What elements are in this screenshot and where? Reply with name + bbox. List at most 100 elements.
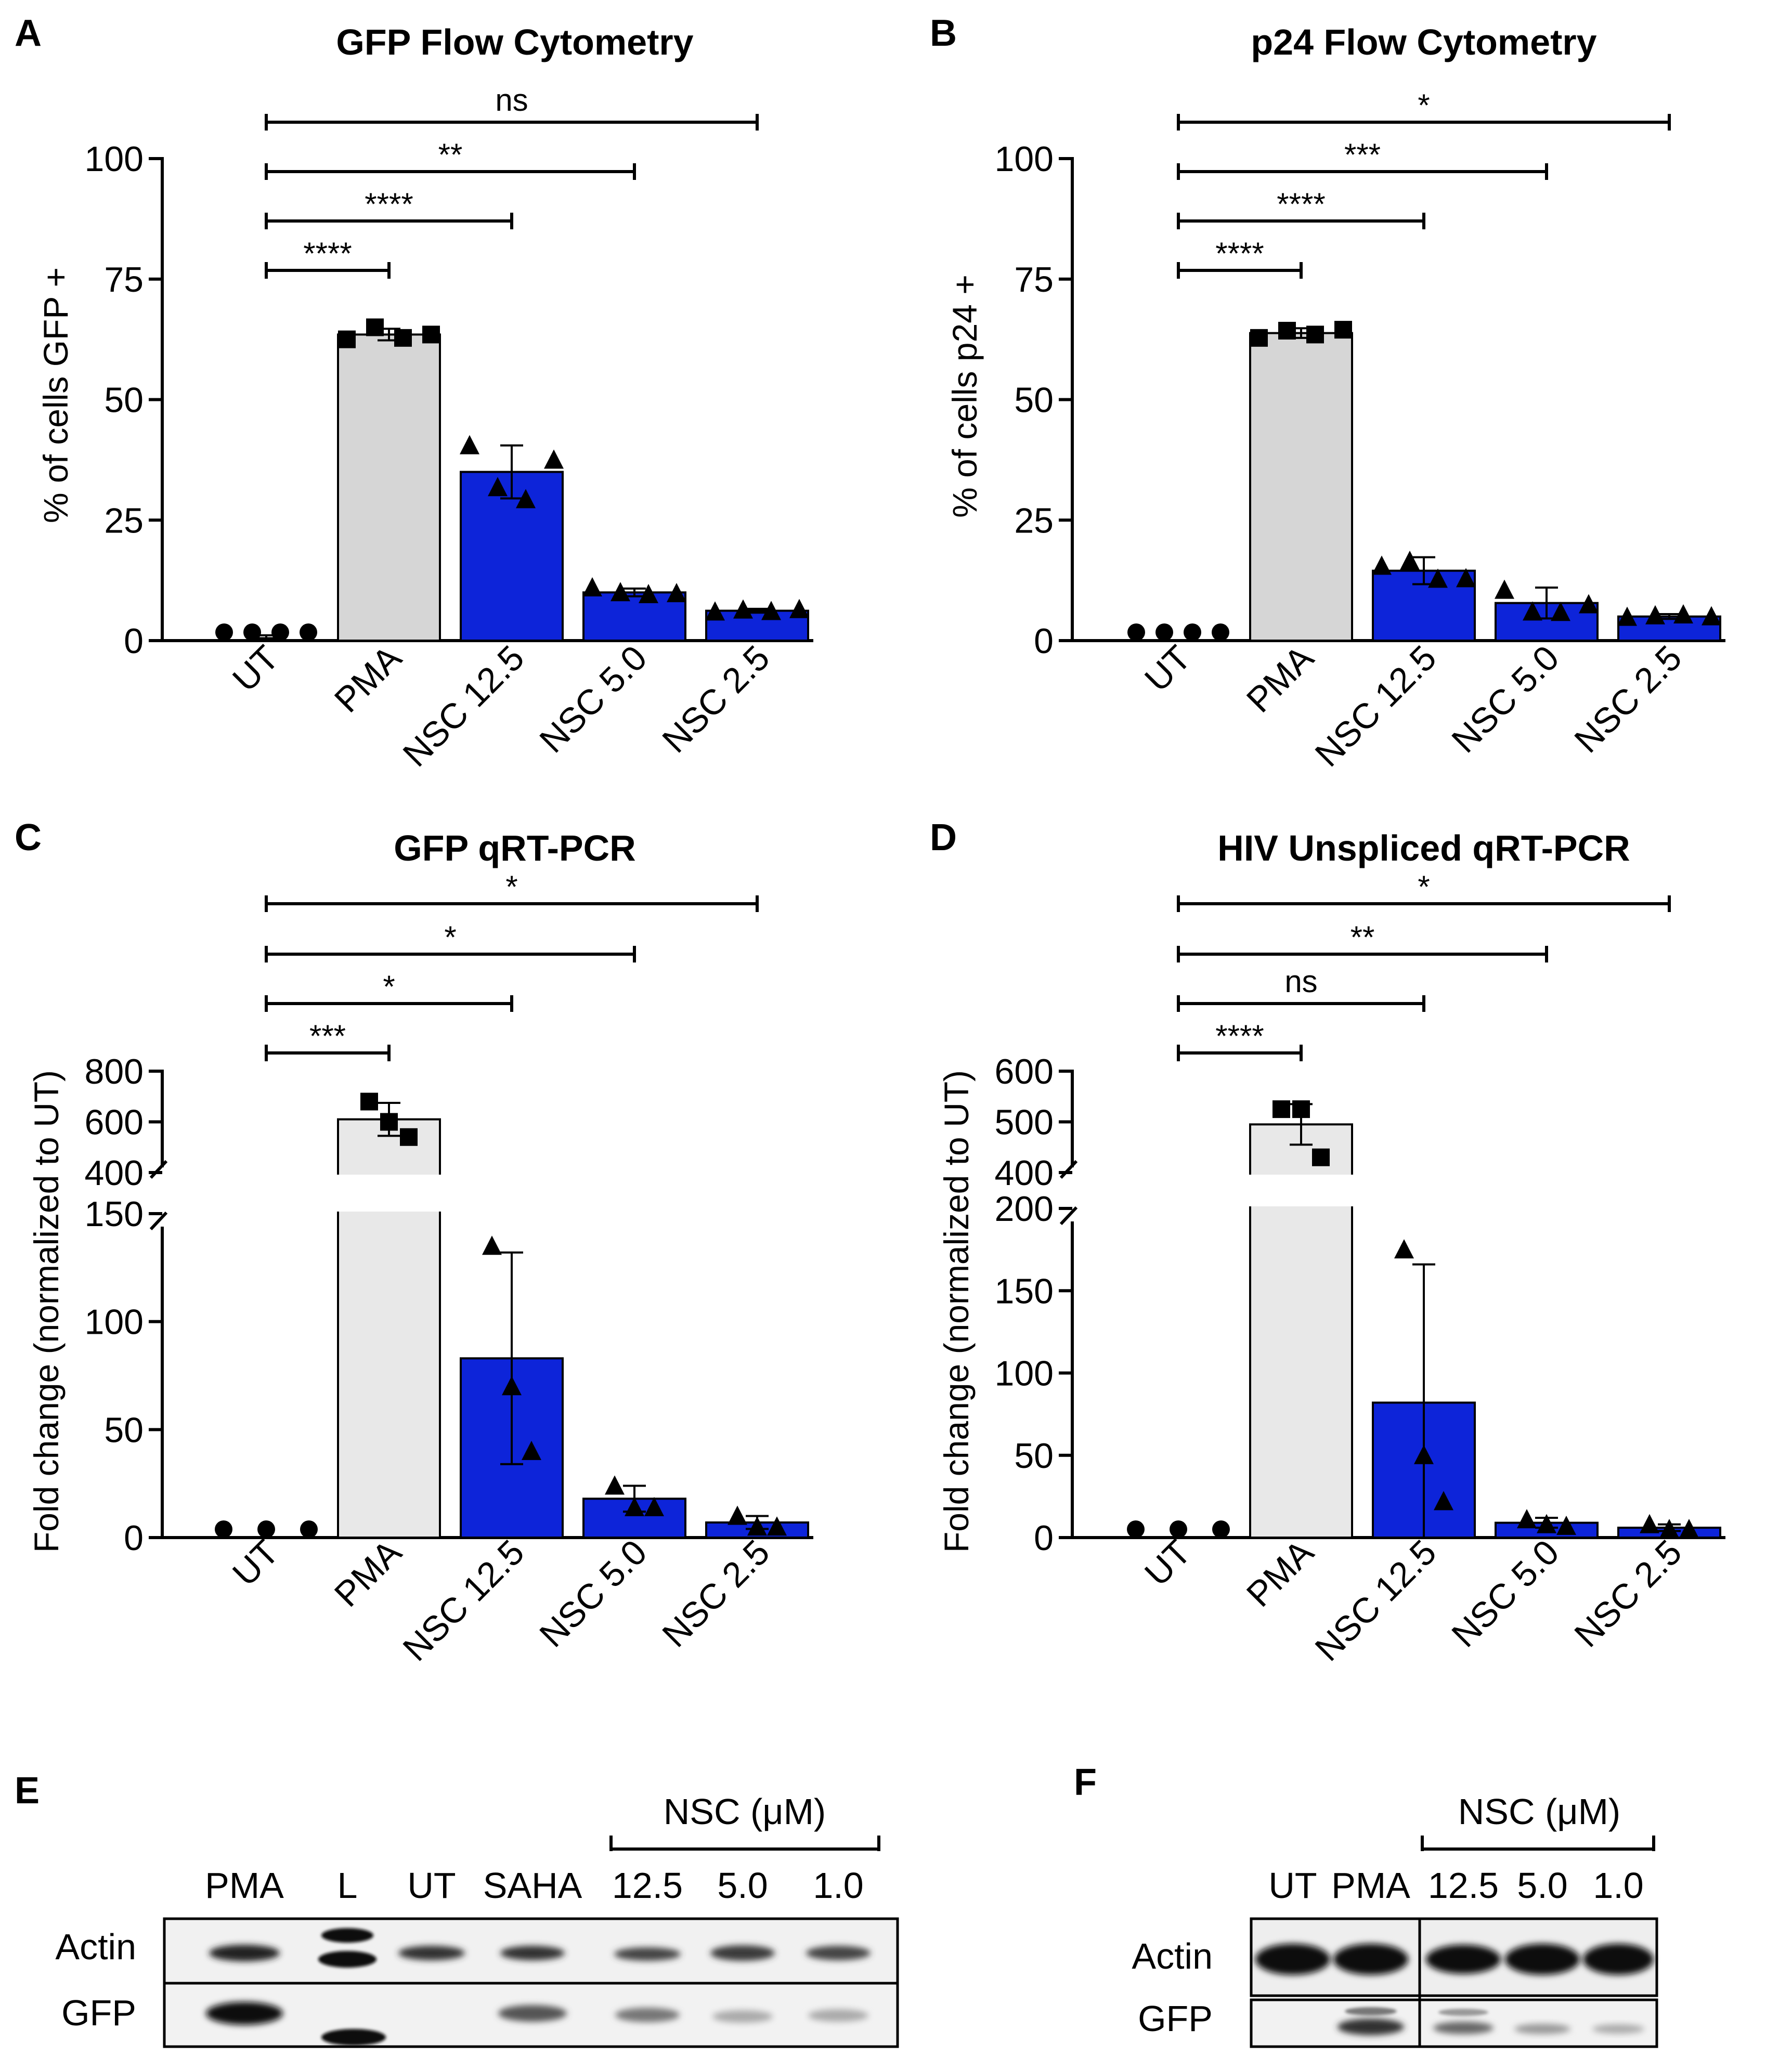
panel-a-sig-label-3: ** <box>438 137 463 172</box>
panel-d-bar-break-gap-pma <box>1248 1175 1354 1206</box>
panel-d-title: HIV Unspliced qRT-PCR <box>1217 828 1630 868</box>
panel-b-point-ut-4 <box>1212 623 1229 641</box>
panel-c-y-tick-label-50: 50 <box>104 1410 144 1450</box>
panel-c-point-nsc-2-5-2 <box>747 1516 767 1536</box>
panel-e-western-blot: E NSC (μM) PMA L UT SAHA 12.5 5.0 1.0 Actin GF… <box>15 1770 899 2048</box>
panel-a-category-label-ut: UT <box>225 638 287 699</box>
panel-a-point-nsc-2-5-2 <box>733 599 753 619</box>
panel-d-y-tick-label-500: 500 <box>995 1103 1054 1142</box>
panel-c-y-tick-label-800: 800 <box>85 1052 144 1091</box>
panel-d-axis-break-lower <box>1059 1206 1078 1226</box>
panel-f-row-gfp: GFP <box>1138 1998 1213 2039</box>
panel-a-y-tick-label-25: 25 <box>104 501 144 540</box>
panel-f-gfp-strip <box>1250 1998 1658 2048</box>
panel-c-sig-label-3: * <box>444 920 456 955</box>
panel-a-y-tick-label-75: 75 <box>104 260 144 300</box>
panel-c-y-tick-label-100: 100 <box>85 1303 144 1342</box>
panel-f-lane-1-0: 1.0 <box>1593 1865 1643 1906</box>
panel-c-bar-break-gap-pma <box>336 1175 442 1212</box>
band-f-gfp-12-5-upper <box>1438 2009 1488 2016</box>
panel-f-lane-labels: UT PMA 12.5 5.0 1.0 <box>1268 1865 1643 1906</box>
panel-b-y-tick-label-25: 25 <box>1014 501 1054 540</box>
panel-c-sig-label-1: *** <box>309 1019 346 1053</box>
panel-d-point-pma-2 <box>1292 1100 1310 1118</box>
panel-d-y-tick-label-150: 150 <box>995 1271 1054 1311</box>
panel-a-bar-nsc-12-5 <box>460 471 564 642</box>
panel-c-point-ut-2 <box>257 1520 275 1538</box>
panel-c-point-nsc-12-5-2 <box>502 1376 522 1396</box>
panel-c-category-label-nsc-2-5: NSC 2.5 <box>655 1532 777 1655</box>
panel-b-point-nsc-5-0-2 <box>1523 601 1542 621</box>
panel-c-y-tick-label-600: 600 <box>85 1103 144 1142</box>
panel-e-lane-l: L <box>337 1865 358 1906</box>
panel-d-category-label-nsc-5-0: NSC 5.0 <box>1444 1532 1566 1655</box>
panel-c-category-label-ut: UT <box>225 1532 287 1594</box>
panel-a-sig-label-2: **** <box>365 187 413 222</box>
panel-d-chart: D HIV Unspliced qRT-PCR Fold change (nor… <box>930 817 1725 1669</box>
panel-a-point-nsc-12-5-4 <box>544 449 564 469</box>
panel-c-y-tick-label-150: 150 <box>85 1194 144 1234</box>
panel-c-title: GFP qRT-PCR <box>394 828 635 868</box>
panel-e-row-actin: Actin <box>55 1927 136 1967</box>
band-e-actin-12-5 <box>614 1947 681 1961</box>
band-f-actin-5-0 <box>1505 1944 1580 1975</box>
panel-b-category-label-ut: UT <box>1137 638 1199 699</box>
panel-a-point-nsc-5-0-2 <box>611 582 630 602</box>
panel-c-point-nsc-12-5-3 <box>522 1440 541 1460</box>
panel-b-category-label-nsc-5-0: NSC 5.0 <box>1444 638 1566 760</box>
panel-e-lane-1-0: 1.0 <box>813 1865 863 1906</box>
panel-d-letter: D <box>930 817 957 858</box>
panel-b-title: p24 Flow Cytometry <box>1251 22 1596 62</box>
panel-e-lane-5-0: 5.0 <box>717 1865 768 1906</box>
panel-b-y-tick-label-0: 0 <box>1034 621 1054 661</box>
panel-c-category-label-pma: PMA <box>327 1532 409 1614</box>
panel-b-chart: B p24 Flow Cytometry % of cells p24 + 0 2… <box>930 12 1725 774</box>
panel-d-sig-label-3: ** <box>1351 920 1375 955</box>
band-e-gfp-1-0 <box>808 2009 868 2022</box>
panel-c-point-pma-2 <box>380 1113 398 1131</box>
panel-a-point-nsc-2-5-4 <box>789 598 809 618</box>
panel-b-point-pma-4 <box>1334 321 1352 339</box>
panel-a-point-ut-1 <box>215 623 233 641</box>
panel-a-sig-label-4: ns <box>495 83 528 118</box>
panel-b-point-pma-3 <box>1306 326 1324 344</box>
band-e-gfp-12-5 <box>615 2008 680 2022</box>
panel-d-category-label-ut: UT <box>1137 1532 1199 1594</box>
band-e-gfp-ladder <box>321 2029 386 2046</box>
panel-a-point-nsc-12-5-1 <box>460 435 479 454</box>
band-e-ladder-1 <box>321 1928 373 1943</box>
band-f-gfp-12-5 <box>1433 2022 1494 2034</box>
panel-c-y-axis-label: Fold change (normalized to UT) <box>27 1070 66 1553</box>
panel-b-category-label-pma: PMA <box>1239 637 1321 720</box>
panel-a-point-ut-4 <box>300 623 317 641</box>
panel-a-y-axis-label: % of cells GFP + <box>36 267 75 523</box>
panel-d-y-tick-label-100: 100 <box>995 1354 1054 1394</box>
panel-b-category-label-nsc-12-5: NSC 12.5 <box>1307 638 1444 774</box>
panel-a-category-label-nsc-12-5: NSC 12.5 <box>395 638 531 774</box>
band-f-actin-1-0 <box>1583 1944 1654 1975</box>
panel-d-point-pma-1 <box>1272 1100 1290 1118</box>
panel-a-point-ut-3 <box>271 623 289 641</box>
panel-e-lane-ut: UT <box>407 1865 456 1906</box>
panel-f-western-blot: F NSC (μM) UT PMA 12.5 5.0 1.0 Actin GFP <box>1074 1762 1658 2048</box>
panel-d-point-ut-2 <box>1170 1520 1187 1538</box>
panel-d-category-label-pma: PMA <box>1239 1532 1321 1614</box>
panel-c-letter: C <box>15 817 42 858</box>
panel-a-point-pma-3 <box>394 329 412 347</box>
panel-e-row-gfp: GFP <box>61 1993 136 2033</box>
panel-b-point-ut-1 <box>1127 623 1145 641</box>
panel-c-point-nsc-2-5-3 <box>767 1516 787 1536</box>
panel-c-point-pma-3 <box>400 1128 418 1146</box>
panel-c-y-tick-label-400: 400 <box>85 1153 144 1193</box>
band-e-actin-pma <box>209 1945 280 1961</box>
panel-e-lane-saha: SAHA <box>483 1865 582 1906</box>
panel-d-point-nsc-5-0-3 <box>1556 1515 1576 1535</box>
panel-b-point-ut-2 <box>1155 623 1173 641</box>
panel-b-sig-label-3: *** <box>1344 137 1381 172</box>
panel-a-category-label-pma: PMA <box>327 637 409 720</box>
band-e-gfp-pma <box>206 2002 283 2025</box>
panel-a-chart: A GFP Flow Cytometry % of cells GFP + 0 2… <box>15 12 813 774</box>
panel-f-lane-12-5: 12.5 <box>1428 1865 1499 1906</box>
panel-b-point-pma-1 <box>1250 329 1268 347</box>
